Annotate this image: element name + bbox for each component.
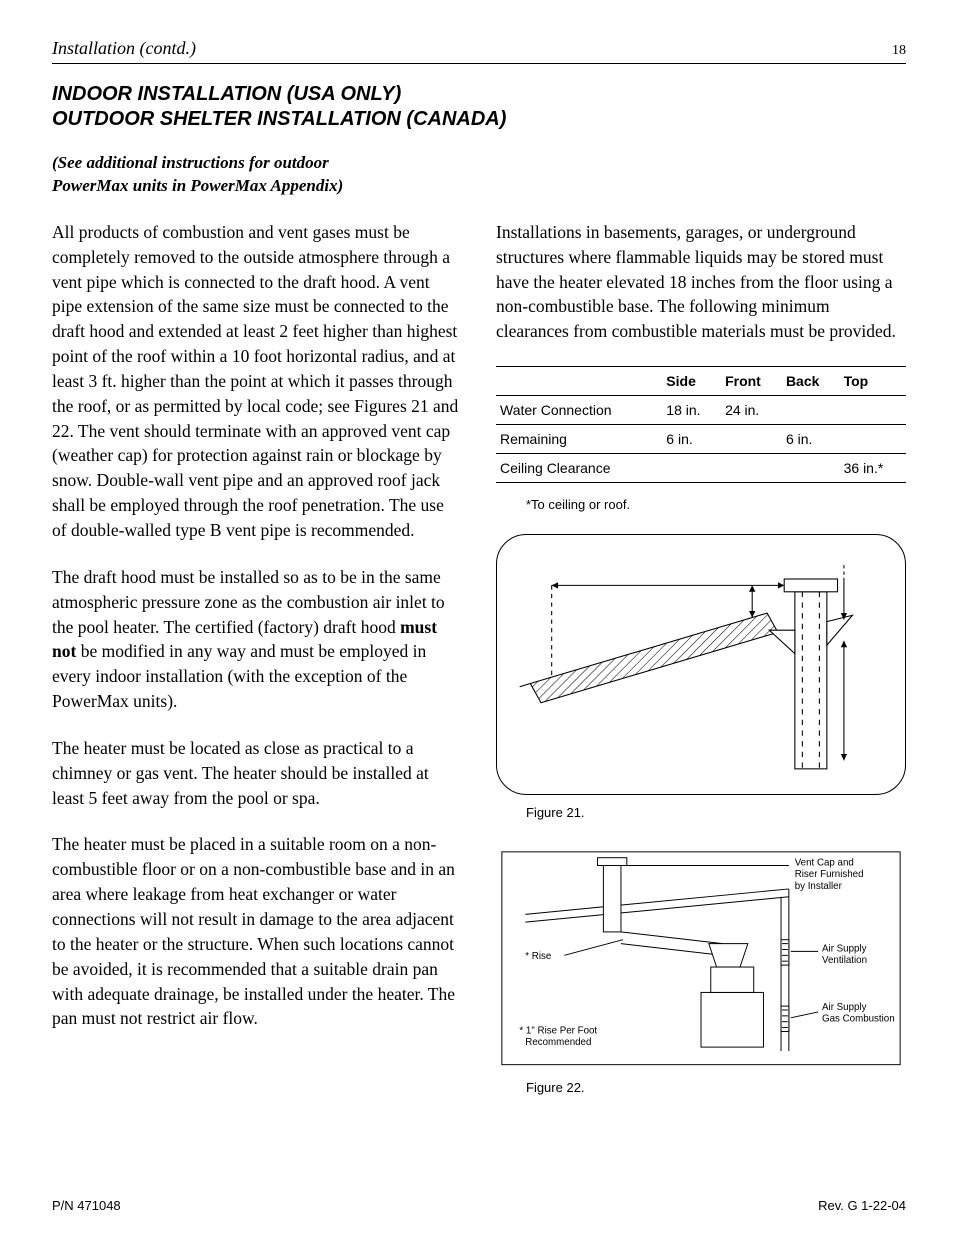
cell-top: 36 in.*: [840, 454, 906, 483]
cell-back: [782, 396, 840, 425]
col-top: Top: [840, 367, 906, 396]
cell-front: 24 in.: [721, 396, 782, 425]
right-column: Installations in basements, garages, or …: [496, 220, 906, 1121]
figure-21-svg: [509, 547, 893, 782]
document-title: INDOOR INSTALLATION (USA ONLY) OUTDOOR S…: [52, 82, 906, 132]
table-row: Remaining 6 in. 6 in.: [496, 425, 906, 454]
cell-label: Remaining: [496, 425, 662, 454]
para-basement: Installations in basements, garages, or …: [496, 220, 906, 344]
left-column: All products of combustion and vent gase…: [52, 220, 462, 1121]
label-vent-cap-3: by Installer: [795, 881, 843, 892]
appendix-note-line-1: (See additional instructions for outdoor: [52, 152, 472, 175]
cell-side: 6 in.: [662, 425, 721, 454]
title-line-2: OUTDOOR SHELTER INSTALLATION (CANADA): [52, 107, 906, 132]
table-footnote: *To ceiling or roof.: [526, 497, 906, 512]
cell-side: [662, 454, 721, 483]
body-columns: All products of combustion and vent gase…: [52, 220, 906, 1121]
cell-front: [721, 425, 782, 454]
label-rise: * Rise: [525, 951, 551, 962]
para-room-placement: The heater must be placed in a suitable …: [52, 832, 462, 1031]
cell-back: [782, 454, 840, 483]
running-header: Installation (contd.) 18: [52, 38, 906, 64]
footer-part-number: P/N 471048: [52, 1198, 121, 1213]
cell-front: [721, 454, 782, 483]
col-back: Back: [782, 367, 840, 396]
cell-label: Ceiling Clearance: [496, 454, 662, 483]
cell-back: 6 in.: [782, 425, 840, 454]
label-air-comb-2: Gas Combustion: [822, 1013, 895, 1024]
cell-label: Water Connection: [496, 396, 662, 425]
page-number: 18: [892, 43, 906, 59]
para-draft-hood-b: be modified in any way and must be emplo…: [52, 641, 426, 711]
figure-22-caption: Figure 22.: [526, 1080, 906, 1095]
title-line-1: INDOOR INSTALLATION (USA ONLY): [52, 82, 906, 107]
figure-21: [496, 534, 906, 795]
appendix-note-line-2: PowerMax units in PowerMax Appendix): [52, 175, 472, 198]
label-vent-cap-1: Vent Cap and: [795, 857, 854, 868]
para-draft-hood-a: The draft hood must be installed so as t…: [52, 567, 445, 637]
col-side: Side: [662, 367, 721, 396]
table-row: Ceiling Clearance 36 in.*: [496, 454, 906, 483]
para-vent-gases: All products of combustion and vent gase…: [52, 220, 462, 543]
cell-top: [840, 396, 906, 425]
clearance-table: Side Front Back Top Water Connection 18 …: [496, 366, 906, 483]
section-title: Installation (contd.): [52, 38, 196, 59]
label-rise-note-1: * 1" Rise Per Foot: [519, 1025, 597, 1036]
col-blank: [496, 367, 662, 396]
page-footer: P/N 471048 Rev. G 1-22-04: [52, 1198, 906, 1213]
label-vent-cap-2: Riser Furnished: [795, 869, 864, 880]
cell-side: 18 in.: [662, 396, 721, 425]
col-front: Front: [721, 367, 782, 396]
figure-22: Vent Cap and Riser Furnished by Installe…: [496, 846, 906, 1071]
table-row: Water Connection 18 in. 24 in.: [496, 396, 906, 425]
figure-21-caption: Figure 21.: [526, 805, 906, 820]
appendix-note: (See additional instructions for outdoor…: [52, 152, 472, 198]
footer-revision: Rev. G 1-22-04: [818, 1198, 906, 1213]
para-location: The heater must be located as close as p…: [52, 736, 462, 811]
para-draft-hood: The draft hood must be installed so as t…: [52, 565, 462, 714]
label-rise-note-2: Recommended: [525, 1037, 591, 1048]
label-air-vent-1: Air Supply: [822, 943, 867, 954]
cell-top: [840, 425, 906, 454]
label-air-comb-1: Air Supply: [822, 1002, 867, 1013]
label-air-vent-2: Ventilation: [822, 955, 867, 966]
figure-22-svg: Vent Cap and Riser Furnished by Installe…: [496, 846, 906, 1071]
table-header-row: Side Front Back Top: [496, 367, 906, 396]
